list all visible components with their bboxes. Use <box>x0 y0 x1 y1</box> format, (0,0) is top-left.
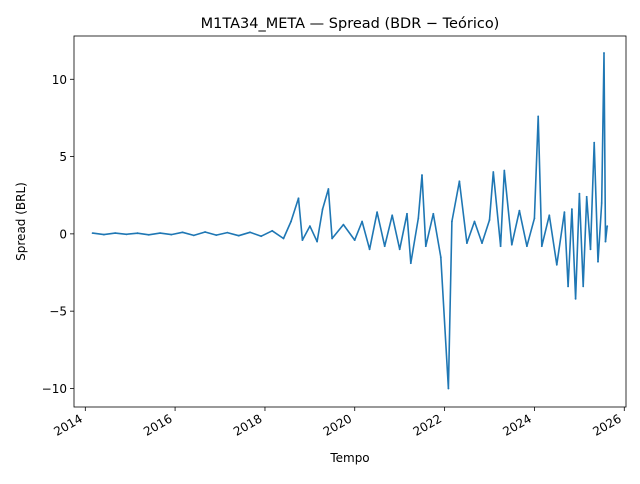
data-point-0-22 <box>316 240 318 243</box>
data-point-0-58 <box>555 263 558 266</box>
data-point-0-14 <box>249 231 251 234</box>
data-point-0-35 <box>409 262 412 265</box>
data-point-0-25 <box>331 237 333 240</box>
data-point-0-42 <box>451 220 453 223</box>
data-point-0-71 <box>604 240 607 243</box>
data-point-0-43 <box>458 180 461 183</box>
data-point-0-20 <box>301 239 304 242</box>
data-point-0-30 <box>376 211 378 214</box>
data-point-0-40 <box>439 256 442 258</box>
plot-frame <box>73 35 627 408</box>
data-point-0-7 <box>170 233 173 236</box>
data-point-0-13 <box>237 234 240 237</box>
data-point-0-51 <box>510 243 513 246</box>
data-point-0-5 <box>147 233 150 236</box>
data-point-0-62 <box>574 297 577 300</box>
data-point-0-66 <box>589 248 592 251</box>
data-point-0-41 <box>447 387 450 390</box>
data-point-0-36 <box>417 217 420 220</box>
data-point-0-48 <box>492 171 495 173</box>
data-point-0-15 <box>260 235 263 238</box>
y-tick-label-2: 0 <box>59 227 67 241</box>
data-point-0-6 <box>159 232 162 235</box>
data-point-0-8 <box>181 231 184 234</box>
data-point-0-1 <box>103 233 105 236</box>
y-axis-label: Spread (BRL) <box>14 182 28 261</box>
y-tick-label-3: 5 <box>59 150 67 164</box>
data-point-0-39 <box>432 212 435 215</box>
y-tick-label-0: −10 <box>42 382 67 396</box>
data-point-0-10 <box>204 231 207 233</box>
data-point-0-44 <box>466 242 468 245</box>
data-point-0-56 <box>540 245 543 248</box>
data-point-0-52 <box>518 209 521 212</box>
data-point-0-23 <box>321 208 324 211</box>
data-point-0-69 <box>600 202 603 204</box>
x-axis-label: Tempo <box>329 451 369 465</box>
data-point-0-3 <box>125 233 128 236</box>
data-point-0-61 <box>571 208 573 211</box>
data-point-0-19 <box>297 197 300 200</box>
data-point-0-37 <box>421 174 423 177</box>
data-point-0-68 <box>597 260 599 263</box>
y-tick-label-4: 10 <box>52 73 67 87</box>
data-point-0-49 <box>499 245 502 248</box>
data-point-0-34 <box>406 212 408 215</box>
data-point-0-24 <box>327 188 330 190</box>
data-point-0-16 <box>271 229 274 232</box>
data-point-0-33 <box>398 248 401 251</box>
data-point-0-17 <box>282 237 285 240</box>
data-point-0-45 <box>473 220 476 223</box>
data-point-0-32 <box>391 214 394 217</box>
plot-area <box>91 52 609 390</box>
data-point-0-59 <box>563 211 566 214</box>
y-axis: −10 −5 0 5 10 <box>42 73 74 396</box>
data-point-0-63 <box>578 192 581 195</box>
data-point-0-0 <box>91 232 94 235</box>
data-point-0-53 <box>526 245 528 248</box>
data-point-0-9 <box>192 234 195 237</box>
data-point-0-46 <box>481 242 483 245</box>
data-point-0-70 <box>603 52 605 54</box>
data-point-0-11 <box>215 234 218 237</box>
data-point-0-57 <box>548 214 551 217</box>
data-point-0-67 <box>593 141 596 144</box>
data-point-0-54 <box>533 217 536 220</box>
data-point-0-4 <box>136 232 139 235</box>
data-point-0-29 <box>368 248 371 251</box>
data-point-0-38 <box>424 245 427 248</box>
data-point-0-21 <box>309 225 311 228</box>
data-point-0-60 <box>567 285 569 288</box>
data-point-0-64 <box>582 285 585 288</box>
data-point-0-65 <box>585 195 588 198</box>
data-point-0-50 <box>503 169 506 172</box>
data-point-0-55 <box>537 115 540 118</box>
data-point-0-28 <box>361 220 363 223</box>
data-point-0-2 <box>114 232 117 235</box>
data-point-0-72 <box>606 225 609 228</box>
chart-title: M1TA34_META — Spread (BDR − Teórico) <box>201 16 500 32</box>
data-point-0-47 <box>488 219 491 221</box>
data-point-0-26 <box>342 223 345 226</box>
data-point-0-12 <box>226 231 229 234</box>
data-point-0-31 <box>383 245 386 248</box>
data-point-0-18 <box>290 220 292 223</box>
data-point-0-27 <box>353 239 356 242</box>
y-tick-label-1: −5 <box>49 305 67 319</box>
